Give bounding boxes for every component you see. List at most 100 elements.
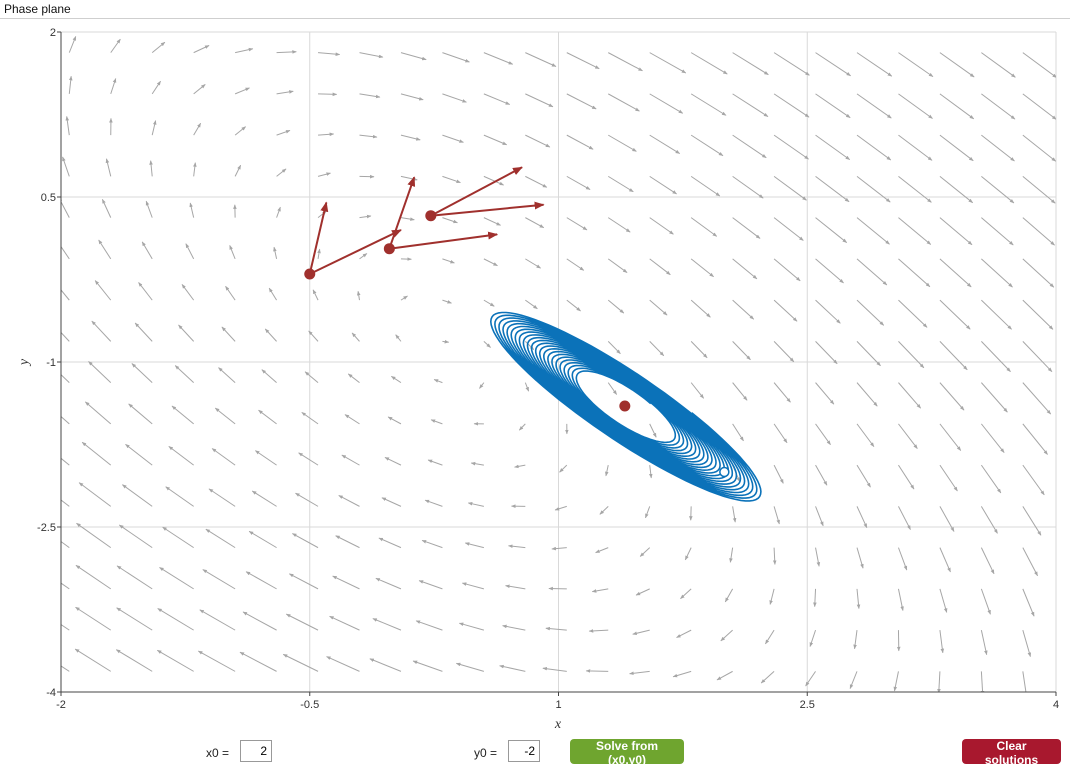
field-arrow (813, 588, 817, 608)
field-arrow (1022, 588, 1035, 617)
field-arrow (375, 577, 402, 590)
field-arrow (359, 93, 381, 99)
field-arrow (981, 134, 1015, 162)
phase-plane-plot[interactable]: -2 -0.5 1 2.5 4 2 0.5 -1 -2.5 -4 x y (0, 19, 1070, 737)
field-arrow (61, 197, 70, 218)
field-arrow (559, 464, 568, 473)
field-arrow (591, 588, 609, 593)
field-arrow (635, 588, 650, 596)
field-arrow (551, 546, 567, 551)
field-arrow (242, 611, 277, 631)
field-arrow (442, 299, 452, 304)
field-arrow (347, 373, 360, 384)
field-arrow (483, 93, 511, 105)
field-arrow (369, 658, 402, 672)
field-arrow (1022, 217, 1055, 246)
field-arrow (773, 175, 807, 201)
field-arrow (301, 411, 319, 425)
field-arrow (732, 299, 755, 320)
field-arrow (690, 258, 714, 278)
field-arrow (276, 206, 281, 218)
probe-vector (389, 231, 499, 250)
field-arrow (234, 126, 246, 136)
field-arrow (483, 258, 498, 267)
field-arrow (197, 650, 236, 672)
field-arrow (566, 52, 600, 70)
field-arrow (980, 506, 998, 534)
y-tick-label: -2.5 (37, 522, 56, 534)
field-arrow (470, 461, 484, 466)
field-arrow (329, 615, 360, 631)
field-arrow (234, 164, 242, 177)
field-arrow (400, 295, 408, 301)
field-arrow (61, 331, 70, 342)
field-arrow (91, 320, 112, 342)
field-arrow (732, 382, 748, 401)
field-arrow (815, 547, 821, 567)
probe-point (304, 268, 316, 280)
field-arrow (773, 299, 798, 322)
field-arrow (298, 452, 319, 466)
field-arrow (815, 52, 851, 77)
probe-vector (388, 176, 416, 250)
field-arrow (981, 341, 1011, 372)
field-arrow (849, 671, 858, 690)
field-arrow (312, 289, 319, 301)
field-arrow (607, 299, 625, 314)
field-arrow (483, 52, 514, 65)
field-arrow (980, 588, 991, 615)
probe-point (383, 243, 395, 255)
field-arrow (165, 486, 194, 507)
y0-label: y0 = (474, 746, 498, 760)
field-arrow (939, 588, 948, 613)
field-arrow (1022, 506, 1042, 536)
field-arrow (251, 490, 277, 507)
field-arrow (525, 299, 538, 310)
x0-input[interactable] (240, 740, 272, 762)
x-tick-label: 4 (1053, 699, 1059, 711)
field-arrow (185, 243, 195, 260)
y0-input[interactable] (508, 740, 540, 762)
field-arrow (359, 52, 384, 59)
field-arrow (505, 584, 526, 590)
field-arrow (980, 382, 1008, 413)
field-arrow (157, 608, 194, 631)
field-arrow (632, 629, 650, 636)
clear-solutions-button[interactable]: Clear solutions (962, 739, 1061, 767)
field-arrow (939, 506, 955, 532)
field-arrow (773, 134, 809, 160)
field-arrow (276, 168, 287, 177)
field-arrow (554, 505, 567, 511)
field-arrow (649, 299, 668, 316)
control-bar: x0 = y0 = Solve from (x0,y0) Clear solut… (0, 738, 1070, 768)
field-arrow (151, 41, 166, 54)
field-arrow (525, 93, 554, 108)
field-arrow (248, 530, 277, 549)
field-arrow (939, 382, 965, 411)
field-arrow (442, 134, 464, 143)
field-arrow (599, 506, 609, 515)
field-arrow (193, 122, 202, 136)
field-arrow (639, 547, 651, 557)
field-arrow (317, 248, 321, 259)
field-arrow (680, 588, 692, 600)
field-arrow (292, 533, 319, 549)
field-arrow (649, 134, 681, 154)
field-arrow (101, 198, 112, 218)
field-arrow (211, 448, 236, 466)
field-arrow (208, 488, 236, 507)
field-arrow (595, 547, 609, 554)
field-arrow (458, 622, 485, 631)
x-tick-label: -2 (56, 699, 66, 711)
x-tick-label: -0.5 (300, 699, 319, 711)
field-arrow (1022, 134, 1056, 162)
field-arrow (769, 588, 775, 605)
field-arrow (400, 93, 424, 101)
field-arrow (856, 464, 871, 488)
solve-button[interactable]: Solve from (x0,y0) (570, 739, 684, 767)
field-arrow (690, 93, 727, 116)
field-arrow (326, 656, 360, 672)
field-arrow (381, 497, 402, 507)
field-arrow (387, 416, 402, 425)
field-arrow (980, 671, 985, 692)
